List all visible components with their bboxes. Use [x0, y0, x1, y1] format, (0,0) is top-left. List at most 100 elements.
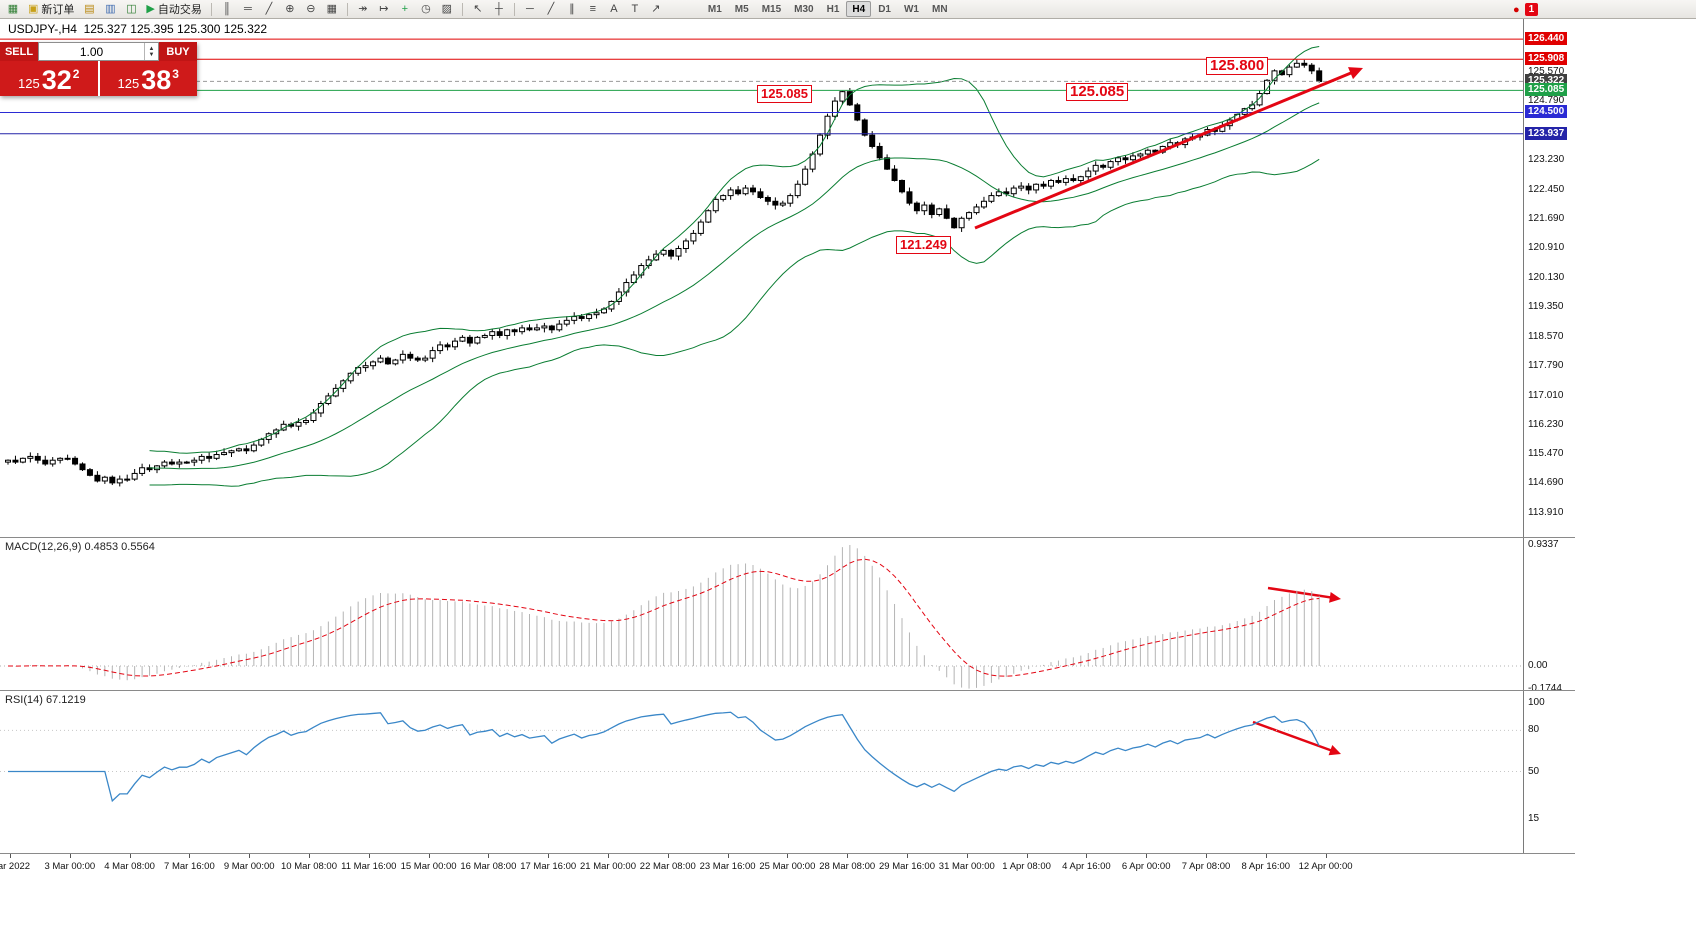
time-axis-label: 16 Mar 08:00 — [460, 861, 517, 872]
trendline-tool-icon[interactable]: ╱ — [259, 1, 279, 18]
one-click-trading-panel: SELL 1.00 ▲ ▼ BUY 125 32 2 125 38 3 — [0, 42, 197, 96]
time-axis-label: 21 Mar 00:00 — [580, 861, 636, 872]
new-order-label: 新订单 — [41, 4, 75, 16]
notification-badge[interactable]: 1 — [1524, 3, 1539, 16]
periods-icon[interactable]: ◷ — [416, 1, 436, 18]
buy-price-display[interactable]: 125 38 3 — [99, 61, 197, 96]
toolbar-right-icons: ● 1 — [1513, 1, 1539, 18]
toolbar-separator — [346, 2, 348, 16]
price-annotation[interactable]: 125.800 — [1206, 57, 1269, 75]
cursor-icon[interactable]: ↖ — [468, 1, 488, 18]
volume-field[interactable]: 1.00 ▲ ▼ — [38, 42, 159, 61]
price-chart-canvas[interactable] — [0, 19, 1523, 537]
label-tool-icon[interactable]: T — [625, 1, 645, 18]
time-axis-tick — [847, 854, 849, 858]
price-scale-label: 116.230 — [1528, 419, 1564, 431]
rsi-indicator-panel[interactable]: RSI(14) 67.1219 — [0, 691, 1523, 853]
sell-button[interactable]: SELL — [0, 42, 38, 61]
trend-line-icon[interactable]: ╱ — [541, 1, 561, 18]
price-scale-label: 117.790 — [1528, 360, 1564, 372]
macd-trend-arrow[interactable] — [1267, 586, 1341, 603]
buy-button[interactable]: BUY — [159, 42, 197, 61]
crosshair-icon: ┼ — [494, 2, 503, 15]
equidistant-channel-icon[interactable]: ∥ — [562, 1, 582, 18]
price-scale-label: 119.350 — [1528, 301, 1564, 313]
macd-indicator-panel[interactable]: MACD(12,26,9) 0.4853 0.5564 — [0, 538, 1523, 690]
new-chart-icon[interactable]: ▦ — [3, 1, 23, 18]
rsi-scale-label: 15 — [1528, 813, 1540, 825]
time-axis-label: 22 Mar 08:00 — [639, 861, 696, 872]
price-annotation[interactable]: 125.085 — [1066, 83, 1129, 101]
time-axis-label: 4 Apr 16:00 — [1062, 861, 1111, 872]
timeframe-w1[interactable]: W1 — [903, 3, 919, 15]
time-axis-tick — [488, 854, 490, 858]
timeframe-h1[interactable]: H1 — [826, 3, 840, 15]
text-tool-icon[interactable]: A — [604, 1, 624, 18]
zoom-out-icon[interactable]: ⊖ — [301, 1, 321, 18]
time-axis[interactable]: Mar 2022 3 Mar 00:00 4 Mar 08:00 7 Mar 16:0… — [0, 854, 1575, 876]
auto-trading-button[interactable]: ▶ 自动交易 — [142, 1, 205, 18]
panel-splitter-rsi[interactable] — [0, 690, 1575, 691]
timeframe-m15[interactable]: M15 — [761, 3, 782, 15]
toolbar-separator — [513, 2, 515, 16]
volume-stepper[interactable]: ▲ ▼ — [144, 43, 158, 60]
price-scale-label: 117.010 — [1528, 389, 1564, 401]
panel-splitter-macd[interactable] — [0, 537, 1575, 538]
timeframe-h4[interactable]: H4 — [846, 1, 872, 17]
price-scale[interactable]: 125.570 124.790 123.230 122.450 121.690 120.9… — [1523, 19, 1576, 854]
axis-separator — [0, 853, 1575, 854]
text-tool-icon: A — [610, 2, 618, 15]
line-segment-icon[interactable]: ─ — [520, 1, 540, 18]
fibonacci-icon[interactable]: ≡ — [583, 1, 603, 18]
price-trend-arrow[interactable] — [974, 67, 1363, 230]
market-watch-icon[interactable]: ▤ — [79, 1, 99, 18]
time-axis-label: 1 Apr 08:00 — [1002, 861, 1051, 872]
time-axis-tick — [69, 854, 71, 858]
time-axis-label: 23 Mar 16:00 — [699, 861, 756, 872]
horizontal-line-tool-icon[interactable]: ═ — [238, 1, 258, 18]
price-chart-panel[interactable]: USDJPY-,H4 125.327 125.395 125.300 125.3… — [0, 19, 1696, 537]
timeframe-d1[interactable]: D1 — [878, 3, 891, 15]
sell-price-pips: 32 — [41, 65, 72, 95]
navigator-icon[interactable]: ◫ — [121, 1, 141, 18]
zoom-in-icon[interactable]: ⊕ — [280, 1, 300, 18]
time-axis-tick — [428, 854, 430, 858]
rsi-scale-label: 100 — [1528, 697, 1545, 708]
arrows-tool-icon[interactable]: ↗ — [646, 1, 666, 18]
chart-shift-icon[interactable]: ↦ — [374, 1, 394, 18]
record-icon[interactable]: ● — [1513, 3, 1520, 16]
auto-scroll-icon[interactable]: ↠ — [353, 1, 373, 18]
price-scale-label: 122.450 — [1528, 183, 1565, 195]
new-order-button[interactable]: ▣ 新订单 — [24, 1, 78, 18]
stepper-down-icon[interactable]: ▼ — [148, 51, 155, 58]
indicators-add-icon[interactable]: + — [395, 1, 415, 18]
time-axis-label: 3 Mar 00:00 — [44, 861, 96, 872]
indicators-add-icon: + — [401, 2, 409, 15]
equidistant-channel-icon: ∥ — [569, 2, 575, 15]
timeframe-m1[interactable]: M1 — [707, 3, 722, 15]
time-axis-tick — [1026, 854, 1028, 858]
time-axis-tick — [727, 854, 729, 858]
price-scale-label: 121.690 — [1528, 212, 1565, 224]
stepper-up-icon[interactable]: ▲ — [148, 45, 155, 52]
data-window-icon[interactable]: ▥ — [100, 1, 120, 18]
vertical-line-tool-icon[interactable]: ║ — [217, 1, 237, 18]
tile-windows-icon[interactable]: ▦ — [322, 1, 342, 18]
templates-icon[interactable]: ▨ — [437, 1, 457, 18]
price-scale-label: 125.570 — [1528, 66, 1565, 77]
price-annotation[interactable]: 121.249 — [896, 236, 951, 254]
timeframe-mn[interactable]: MN — [931, 3, 948, 15]
rsi-trend-arrow[interactable] — [1252, 720, 1341, 756]
time-axis-tick — [249, 854, 251, 858]
arrows-tool-icon: ↗ — [651, 2, 661, 15]
time-axis-label: 9 Mar 00:00 — [223, 861, 275, 872]
fibonacci-icon: ≡ — [589, 2, 597, 15]
bollinger-upper-band — [149, 45, 1320, 454]
macd-scale-label: -0.1744 — [1528, 682, 1562, 694]
toolbar-separator — [210, 2, 212, 16]
price-annotation[interactable]: 125.085 — [757, 85, 812, 103]
timeframe-m30[interactable]: M30 — [794, 3, 814, 15]
sell-price-display[interactable]: 125 32 2 — [0, 61, 98, 96]
timeframe-m5[interactable]: M5 — [734, 3, 749, 15]
crosshair-icon[interactable]: ┼ — [489, 1, 509, 18]
